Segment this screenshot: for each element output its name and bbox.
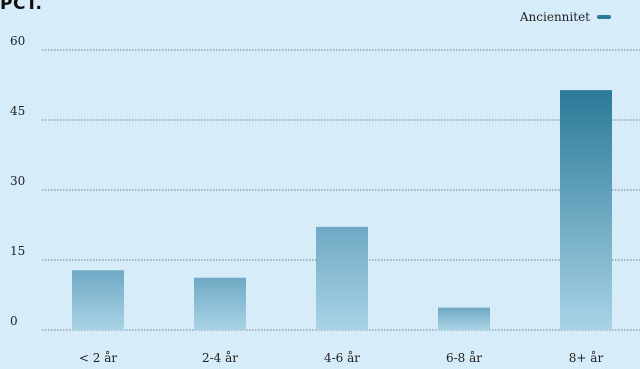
x-tick-label: 8+ år: [569, 350, 604, 365]
y-tick-label: 0: [10, 314, 18, 328]
bars: [72, 90, 612, 330]
x-tick-labels: < 2 år 2-4 år 4-6 år 6-8 år 8+ år: [79, 350, 604, 365]
y-tick-labels: 0 15 30 45 60: [10, 34, 25, 328]
y-tick-label: 30: [10, 174, 25, 188]
x-tick-label: 6-8 år: [446, 350, 482, 365]
legend-label: Anciennitet: [519, 10, 590, 24]
bar: [560, 90, 612, 330]
bar: [316, 226, 368, 330]
y-tick-label: 60: [10, 34, 25, 48]
x-tick-label: 4-6 år: [324, 350, 360, 365]
x-tick-label: < 2 år: [79, 350, 117, 365]
legend-swatch: [597, 15, 611, 19]
y-tick-label: 15: [10, 244, 25, 258]
x-tick-label: 2-4 år: [202, 350, 238, 365]
bar: [194, 277, 246, 330]
legend: Anciennitet: [519, 10, 611, 24]
bar: [72, 270, 124, 330]
y-unit-label: PCT.: [0, 0, 43, 14]
y-tick-label: 45: [10, 104, 25, 118]
bar: [438, 307, 490, 330]
grid-lines: [42, 49, 640, 331]
